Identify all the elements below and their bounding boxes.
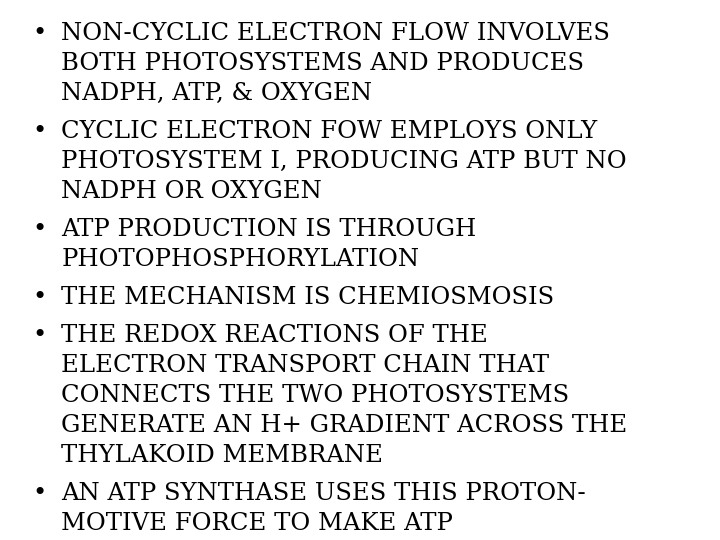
Text: •: • <box>32 22 47 45</box>
Text: ELECTRON TRANSPORT CHAIN THAT: ELECTRON TRANSPORT CHAIN THAT <box>61 354 549 377</box>
Text: NADPH OR OXYGEN: NADPH OR OXYGEN <box>61 180 322 203</box>
Text: •: • <box>32 324 47 347</box>
Text: NADPH, ATP, & OXYGEN: NADPH, ATP, & OXYGEN <box>61 82 372 105</box>
Text: THE MECHANISM IS CHEMIOSMOSIS: THE MECHANISM IS CHEMIOSMOSIS <box>61 286 554 309</box>
Text: •: • <box>32 218 47 241</box>
Text: •: • <box>32 120 47 143</box>
Text: PHOTOPHOSPHORYLATION: PHOTOPHOSPHORYLATION <box>61 248 419 271</box>
Text: NON-CYCLIC ELECTRON FLOW INVOLVES: NON-CYCLIC ELECTRON FLOW INVOLVES <box>61 22 610 45</box>
Text: PHOTOSYSTEM I, PRODUCING ATP BUT NO: PHOTOSYSTEM I, PRODUCING ATP BUT NO <box>61 150 627 173</box>
Text: •: • <box>32 482 47 505</box>
Text: CYCLIC ELECTRON FOW EMPLOYS ONLY: CYCLIC ELECTRON FOW EMPLOYS ONLY <box>61 120 598 143</box>
Text: THYLAKOID MEMBRANE: THYLAKOID MEMBRANE <box>61 444 383 467</box>
Text: ATP PRODUCTION IS THROUGH: ATP PRODUCTION IS THROUGH <box>61 218 477 241</box>
Text: GENERATE AN H+ GRADIENT ACROSS THE: GENERATE AN H+ GRADIENT ACROSS THE <box>61 414 627 437</box>
Text: •: • <box>32 286 47 309</box>
Text: BOTH PHOTOSYSTEMS AND PRODUCES: BOTH PHOTOSYSTEMS AND PRODUCES <box>61 52 584 75</box>
Text: THE REDOX REACTIONS OF THE: THE REDOX REACTIONS OF THE <box>61 324 488 347</box>
Text: AN ATP SYNTHASE USES THIS PROTON-: AN ATP SYNTHASE USES THIS PROTON- <box>61 482 586 505</box>
Text: CONNECTS THE TWO PHOTOSYSTEMS: CONNECTS THE TWO PHOTOSYSTEMS <box>61 384 570 407</box>
Text: MOTIVE FORCE TO MAKE ATP: MOTIVE FORCE TO MAKE ATP <box>61 512 453 535</box>
